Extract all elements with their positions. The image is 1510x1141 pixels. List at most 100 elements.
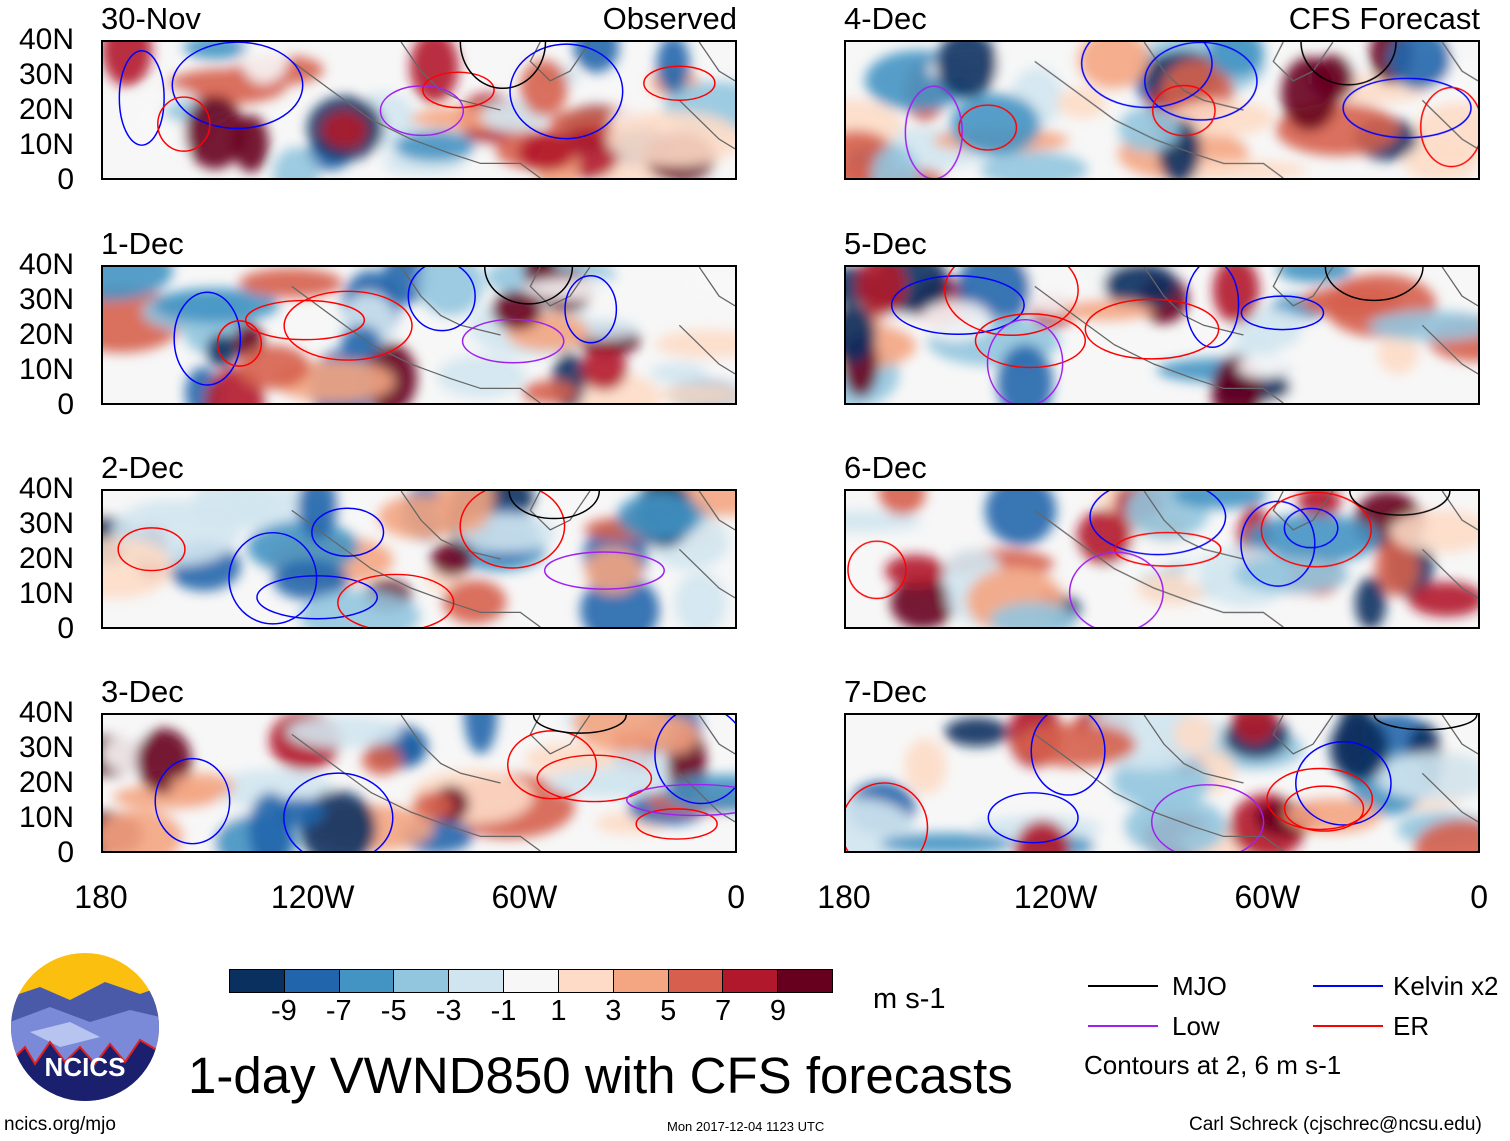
footer-url[interactable]: ncics.org/mjo	[4, 1114, 116, 1135]
colorbar-label: -7	[325, 995, 352, 1027]
lat-tick-label: 20N	[18, 542, 74, 575]
contour	[337, 573, 455, 627]
lat-tick-label: 40N	[18, 23, 74, 56]
panel-title: 7-Dec	[844, 674, 927, 709]
map-panel-30-Nov	[101, 40, 737, 180]
anomaly-blob	[1355, 577, 1387, 627]
anomaly-blob	[183, 42, 248, 60]
map-panel-7-Dec	[844, 713, 1480, 853]
contour	[507, 730, 598, 800]
anomaly-blob	[606, 111, 735, 167]
anomaly-blob	[1276, 267, 1353, 283]
contour	[422, 71, 495, 109]
panel-title: 1-Dec	[101, 226, 184, 261]
lat-tick-label: 40N	[18, 696, 74, 729]
anomaly-blob	[169, 773, 235, 800]
colorbar-swatch	[778, 970, 832, 992]
contour	[1419, 86, 1478, 168]
anomaly-blob	[1061, 299, 1154, 321]
legend-label-er: ER	[1393, 1011, 1430, 1041]
legend-label-mjo: MJO	[1172, 971, 1227, 1001]
lat-tick-label: 30N	[18, 731, 74, 764]
contour	[1295, 741, 1392, 826]
coastline	[1034, 491, 1478, 627]
contour	[1240, 295, 1325, 331]
anomaly-blob	[1212, 267, 1260, 324]
anomaly-blob	[1015, 820, 1070, 851]
contour	[157, 96, 211, 152]
anomaly-blob	[573, 715, 671, 753]
colorbar-swatch	[449, 970, 505, 992]
anomaly-blob	[680, 267, 735, 305]
lon-tick-label: 0	[727, 879, 745, 915]
contour	[461, 318, 565, 364]
contour	[847, 540, 907, 600]
contour	[1349, 491, 1451, 516]
contour	[1068, 551, 1164, 627]
colorbar-swatch	[339, 970, 395, 992]
anomaly-blob	[1173, 715, 1215, 754]
lat-tick-label: 10N	[18, 577, 74, 610]
anomaly-blob	[522, 380, 579, 403]
svg-text:NCICS: NCICS	[45, 1052, 126, 1082]
anomaly-blob	[989, 602, 1077, 627]
lon-tick-label: 0	[1470, 879, 1488, 915]
legend-note: Contours at 2, 6 m s-1	[1084, 1050, 1342, 1080]
lat-tick-label: 20N	[18, 318, 74, 351]
lat-tick-label: 30N	[18, 507, 74, 540]
legend-line-er	[1313, 1025, 1383, 1027]
anomaly-blob	[918, 300, 992, 342]
lat-tick-label: 0	[57, 163, 74, 196]
coastline	[291, 715, 735, 851]
anomaly-blob	[1246, 514, 1381, 564]
anomaly-blob	[1076, 509, 1133, 566]
anomaly-blob	[871, 144, 919, 178]
anomaly-blob	[1408, 581, 1478, 617]
legend-line-mjo	[1088, 985, 1158, 987]
coastline	[291, 267, 735, 403]
legend-label-low: Low	[1172, 1011, 1220, 1041]
colorbar-label: 5	[660, 995, 677, 1027]
anomaly-blob	[656, 42, 690, 94]
lat-tick-label: 20N	[18, 93, 74, 126]
colorbar-label: 1	[550, 995, 567, 1027]
anomaly-blob	[297, 491, 338, 540]
anomaly-blob	[464, 715, 498, 754]
anomaly-blob	[286, 715, 402, 749]
contour	[643, 65, 716, 101]
colorbar-label: -9	[270, 995, 297, 1027]
contour	[1300, 42, 1397, 86]
anomaly-blob	[103, 537, 173, 599]
lat-tick-label: 10N	[18, 353, 74, 386]
coastline	[1034, 42, 1478, 178]
contour	[1324, 267, 1424, 302]
anomaly-blob	[361, 744, 402, 775]
colorbar-swatch	[394, 970, 450, 992]
anomaly-blob	[1233, 556, 1350, 594]
colorbar-swatch	[284, 970, 340, 992]
contour	[543, 551, 665, 590]
panel-title: 4-Dec	[844, 1, 927, 36]
contour	[958, 104, 1018, 151]
contour	[944, 267, 1079, 336]
anomaly-blob	[584, 547, 642, 594]
contour	[1151, 84, 1216, 137]
coastline	[1034, 267, 1478, 403]
figure-title: 1-day VWND850 with CFS forecasts	[188, 1047, 1013, 1104]
contour	[1260, 491, 1372, 568]
anomaly-blob	[136, 728, 192, 794]
contour	[256, 575, 378, 620]
coastline	[1034, 715, 1478, 851]
anomaly-blob	[521, 277, 637, 301]
anomaly-blob	[382, 267, 427, 305]
contour	[987, 792, 1079, 844]
anomaly-blob	[616, 492, 702, 540]
anomaly-blob	[518, 131, 575, 172]
map-panel-5-Dec	[844, 265, 1480, 405]
anomaly-blob	[237, 345, 310, 390]
anomaly-blob	[884, 554, 946, 587]
anomaly-blob	[944, 717, 1009, 747]
contour	[283, 290, 413, 361]
anomaly-blob	[950, 93, 1041, 156]
anomaly-blob	[1078, 42, 1150, 89]
